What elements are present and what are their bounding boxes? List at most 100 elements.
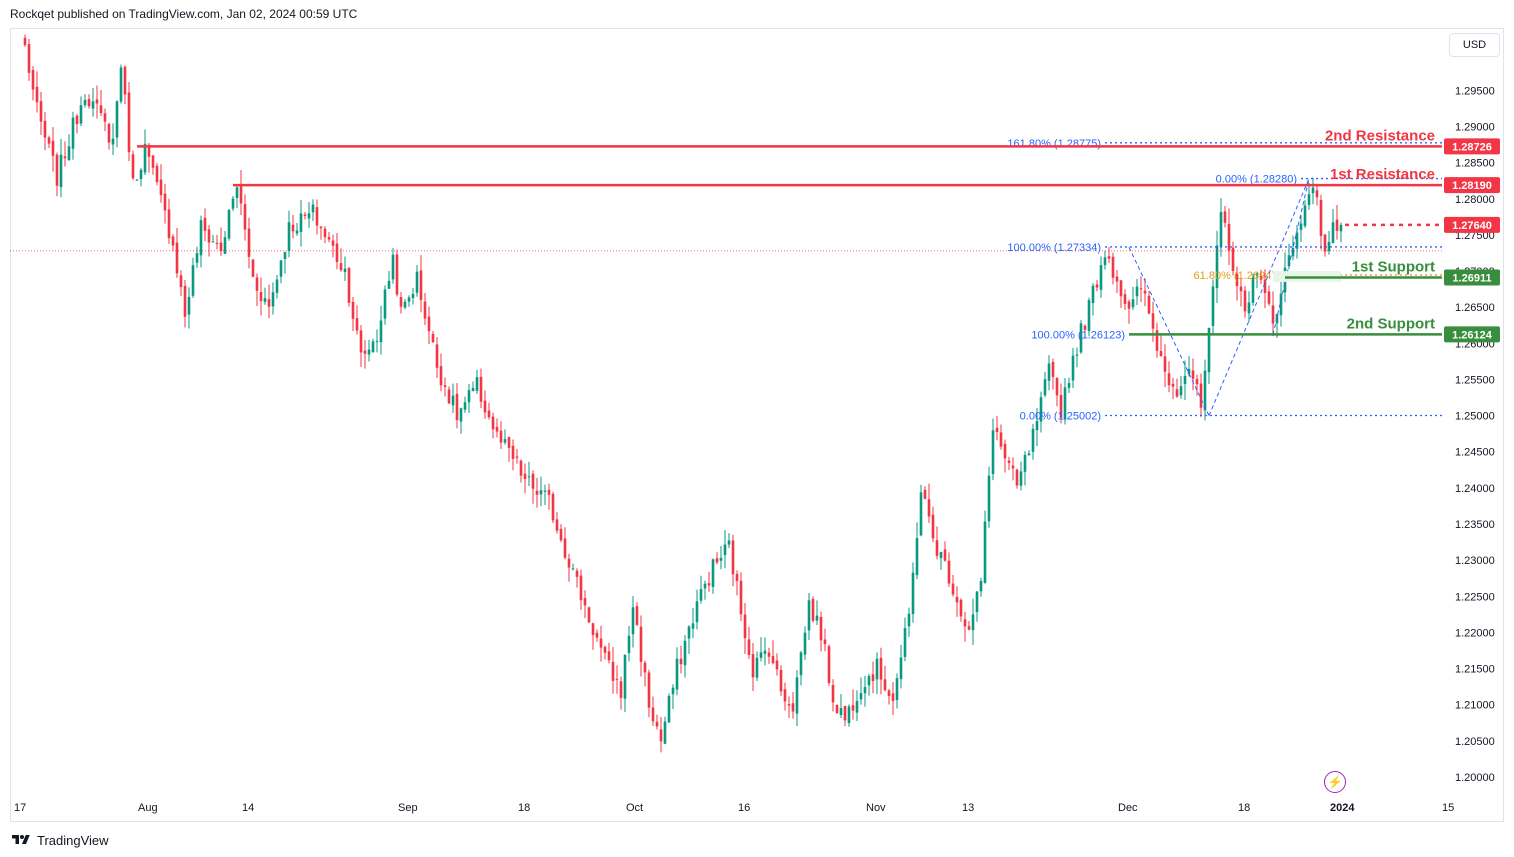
level-price-tag [1444, 269, 1500, 286]
candle-body [31, 70, 35, 90]
candle-body [1231, 247, 1235, 271]
candle-body [1319, 200, 1323, 236]
candle [431, 330, 435, 344]
candle [907, 607, 911, 637]
candle [1051, 358, 1055, 390]
candle [143, 129, 147, 175]
candle [415, 265, 419, 297]
candle-body [167, 209, 171, 239]
candle [1323, 234, 1327, 257]
candle [1319, 194, 1323, 250]
candle [487, 402, 491, 420]
candle [603, 645, 607, 660]
candle-body [727, 540, 731, 545]
candle-body [555, 519, 559, 531]
candle [1031, 423, 1035, 460]
candle [275, 274, 279, 299]
candle [1107, 247, 1111, 264]
candle [155, 162, 159, 186]
candle-body [451, 395, 455, 406]
time-tick-label: 15 [1442, 802, 1454, 814]
price-tick-label: 1.29000 [1455, 122, 1495, 134]
level-price-tag [1444, 326, 1500, 343]
candle [755, 651, 759, 682]
candle [703, 580, 707, 600]
candle-body [103, 113, 107, 122]
candle-body [795, 677, 799, 714]
publisher-header: Rockqet published on TradingView.com, Ja… [10, 7, 358, 21]
candle [315, 199, 319, 235]
candle [1195, 374, 1199, 396]
candle-body [527, 476, 531, 478]
candle [611, 646, 615, 694]
candle-body [391, 254, 395, 280]
candle [359, 325, 363, 368]
candle-body [1243, 290, 1247, 312]
candle [1199, 373, 1203, 417]
candle-body [283, 252, 287, 259]
candle [999, 424, 1003, 450]
price-tick-label: 1.24500 [1455, 447, 1495, 459]
candle [147, 143, 151, 173]
level-price-text: 1.26124 [1452, 329, 1493, 341]
candle-body [579, 575, 583, 601]
candle-body [967, 626, 971, 630]
candle-body [187, 296, 191, 315]
candle [1291, 235, 1295, 261]
candle [1315, 184, 1319, 206]
candle-body [1003, 443, 1007, 459]
candle-body [947, 560, 951, 584]
candle-body [1211, 286, 1215, 327]
candle-body [975, 591, 979, 613]
candle-body [595, 632, 599, 638]
candle-body [327, 237, 331, 240]
candle-body [879, 657, 883, 680]
candle [1267, 285, 1271, 306]
candle-body [371, 341, 375, 353]
candle [423, 292, 427, 326]
candle [171, 234, 175, 252]
candle [1175, 378, 1179, 398]
candle-body [939, 551, 943, 558]
candle-body [443, 385, 447, 387]
candle [851, 689, 855, 720]
candle-body [311, 204, 315, 213]
candle-body [551, 494, 555, 521]
candle-body [335, 243, 339, 263]
candle-body [523, 473, 527, 479]
level-name: 1st Support [1352, 259, 1435, 276]
fib-label: 0.00% (1.25002) [1020, 410, 1101, 422]
flash-icon[interactable]: ⚡ [1324, 771, 1346, 793]
candle [439, 353, 443, 392]
candle-body [223, 237, 227, 254]
candle-body [1215, 245, 1219, 289]
candle [1207, 327, 1211, 385]
candle-body [487, 410, 491, 418]
candle-body [239, 184, 243, 204]
candle-body [1267, 291, 1271, 304]
candle [739, 572, 743, 622]
candle-body [827, 646, 831, 684]
candle-body [315, 207, 319, 226]
candle [1331, 208, 1335, 244]
candle-body [927, 499, 931, 517]
candle-body [1175, 389, 1179, 397]
candle-body [863, 687, 867, 694]
candle [743, 602, 747, 654]
candle [879, 647, 883, 695]
candle-body [667, 695, 671, 723]
candle-body [575, 570, 579, 577]
candle-body [1095, 284, 1099, 288]
time-tick-label: 14 [242, 802, 254, 814]
currency-selector[interactable]: USD [1449, 33, 1500, 57]
time-tick-label: 18 [518, 802, 530, 814]
candle-body [471, 388, 475, 392]
candle [99, 90, 103, 117]
candle [187, 287, 191, 329]
candle [535, 477, 539, 508]
price-tick-label: 1.20500 [1455, 736, 1495, 748]
candle [595, 629, 599, 642]
candle-body [467, 390, 471, 403]
candle [251, 258, 255, 278]
